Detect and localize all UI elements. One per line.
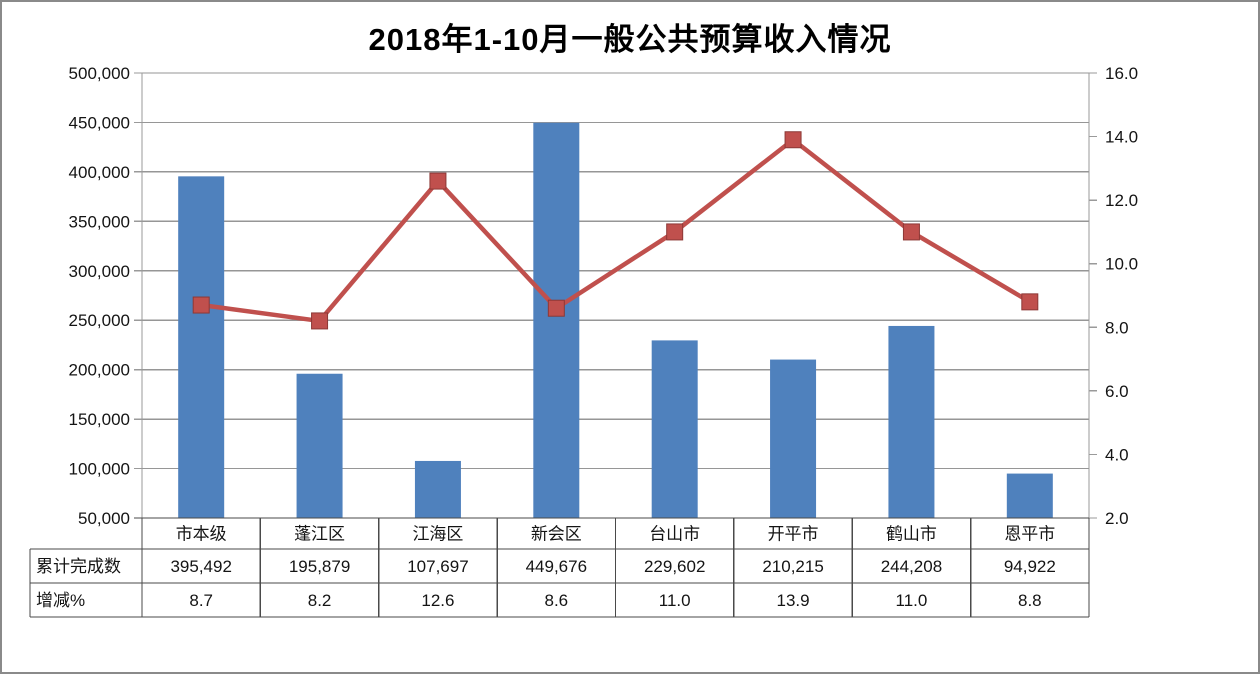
left-axis-tick-label: 350,000 bbox=[69, 212, 130, 231]
category-label: 江海区 bbox=[412, 525, 463, 544]
table-cell-value: 229,602 bbox=[644, 557, 705, 576]
bar-恩平市 bbox=[1006, 473, 1053, 518]
bar-市本级 bbox=[178, 176, 225, 518]
table-cell-value: 8.2 bbox=[308, 591, 332, 610]
left-axis-tick-label: 300,000 bbox=[69, 262, 130, 281]
left-axis-tick-label: 50,000 bbox=[78, 509, 130, 528]
line-marker-鹤山市 bbox=[902, 223, 920, 241]
table-cell-value: 94,922 bbox=[1004, 557, 1056, 576]
left-axis-tick-label: 200,000 bbox=[69, 361, 130, 380]
table-cell-value: 395,492 bbox=[170, 557, 231, 576]
bar-鹤山市 bbox=[888, 325, 935, 518]
bar-开平市 bbox=[770, 359, 817, 518]
category-label: 新会区 bbox=[531, 525, 582, 544]
chart-title: 2018年1-10月一般公共预算收入情况 bbox=[368, 22, 892, 57]
right-axis-tick-label: 2.0 bbox=[1105, 509, 1129, 528]
line-marker-新会区 bbox=[547, 299, 565, 317]
right-axis-tick-label: 16.0 bbox=[1105, 64, 1138, 83]
left-axis-tick-label: 400,000 bbox=[69, 163, 130, 182]
line-marker-开平市 bbox=[784, 131, 802, 149]
category-label: 鹤山市 bbox=[886, 525, 937, 544]
left-axis-tick-label: 150,000 bbox=[69, 410, 130, 429]
table-cell-value: 210,215 bbox=[762, 557, 823, 576]
table-cell-value: 195,879 bbox=[289, 557, 350, 576]
table-cell-value: 244,208 bbox=[881, 557, 942, 576]
line-marker-江海区 bbox=[429, 172, 447, 190]
line-marker-台山市 bbox=[666, 223, 684, 241]
category-label: 恩平市 bbox=[1004, 525, 1055, 544]
table-cell-value: 11.0 bbox=[896, 591, 928, 610]
table-cell-value: 13.9 bbox=[777, 591, 810, 610]
category-label: 蓬江区 bbox=[294, 525, 345, 544]
line-marker-市本级 bbox=[192, 296, 210, 314]
table-cell-value: 449,676 bbox=[526, 557, 587, 576]
right-axis-tick-label: 14.0 bbox=[1105, 128, 1138, 147]
right-axis-tick-label: 8.0 bbox=[1105, 318, 1129, 337]
table-cell-value: 11.0 bbox=[659, 591, 691, 610]
table-cell-value: 8.7 bbox=[189, 591, 213, 610]
table-cell-value: 8.8 bbox=[1018, 591, 1042, 610]
left-axis-tick-label: 100,000 bbox=[69, 460, 130, 479]
right-axis-tick-label: 10.0 bbox=[1105, 255, 1138, 274]
bar-江海区 bbox=[414, 460, 461, 518]
trend-line bbox=[198, 137, 1033, 324]
bar-新会区 bbox=[533, 122, 580, 519]
right-axis-tick-label: 12.0 bbox=[1105, 191, 1138, 210]
table-row-header: 增减% bbox=[36, 591, 85, 610]
left-axis-tick-label: 250,000 bbox=[69, 311, 130, 330]
category-label: 台山市 bbox=[649, 525, 700, 544]
left-axis-tick-label: 450,000 bbox=[69, 113, 130, 132]
line-marker-蓬江区 bbox=[311, 312, 329, 330]
line-marker-恩平市 bbox=[1021, 293, 1039, 311]
right-axis-tick-label: 6.0 bbox=[1105, 382, 1129, 401]
table-cell-value: 8.6 bbox=[544, 591, 568, 610]
table-row-header: 累计完成数 bbox=[36, 557, 121, 576]
category-label: 开平市 bbox=[768, 525, 819, 544]
bar-蓬江区 bbox=[296, 373, 343, 518]
category-label: 市本级 bbox=[176, 525, 227, 544]
right-axis-tick-label: 4.0 bbox=[1105, 445, 1129, 464]
table-cell-value: 12.6 bbox=[421, 591, 454, 610]
left-axis-tick-label: 500,000 bbox=[69, 64, 130, 83]
bar-台山市 bbox=[651, 340, 698, 518]
table-cell-value: 107,697 bbox=[407, 557, 468, 576]
